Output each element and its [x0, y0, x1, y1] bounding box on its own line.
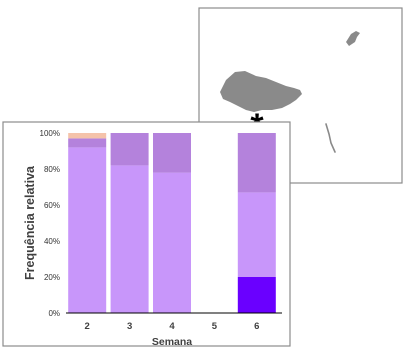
y-tick-label: 40% — [44, 237, 60, 246]
x-tick-label: 5 — [212, 321, 218, 332]
bar-segment — [68, 147, 107, 313]
y-tick-label: 20% — [44, 273, 60, 282]
x-tick-label: 3 — [127, 321, 132, 332]
y-tick-label: 80% — [44, 165, 60, 174]
madeira-island — [220, 71, 302, 112]
bars — [68, 133, 276, 313]
x-tick-label: 4 — [169, 321, 175, 332]
y-tick-label: 60% — [44, 201, 60, 210]
x-axis-ticks: 2 3 4 5 6 — [85, 321, 260, 332]
desertas-islands — [325, 123, 336, 153]
chart-panel: 0% 20% 40% 60% 80% 100% 2 3 4 5 6 Semana Frequênc… — [2, 121, 291, 347]
bar-segment — [110, 165, 149, 313]
bar-segment — [237, 192, 276, 277]
bar-segment — [68, 133, 107, 139]
x-tick-label: 2 — [85, 321, 90, 332]
x-axis-label: Semana — [152, 336, 192, 347]
bar-segment — [68, 138, 107, 148]
porto-santo-island — [346, 31, 360, 46]
x-tick-label: 6 — [254, 321, 259, 332]
bar-segment — [153, 133, 191, 173]
bar-segment — [237, 277, 276, 313]
bar-segment — [153, 172, 191, 313]
y-axis-label: Frequência relativa — [23, 165, 37, 280]
bar-segment — [237, 133, 276, 193]
y-axis-ticks: 0% 20% 40% 60% 80% 100% — [40, 129, 60, 318]
y-tick-label: 0% — [48, 309, 60, 318]
bar-segment — [110, 133, 149, 166]
y-tick-label: 100% — [40, 129, 60, 138]
